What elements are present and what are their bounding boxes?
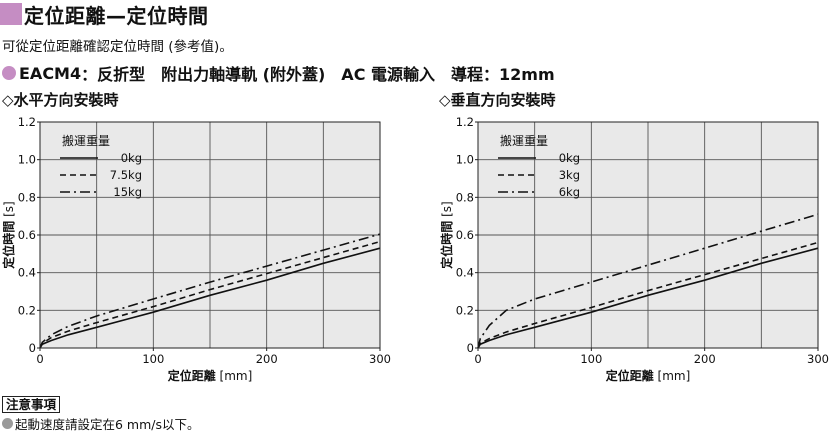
page-title-text: 定位距離—定位時間 xyxy=(24,3,209,28)
title-square-icon xyxy=(0,3,22,25)
plot-frame xyxy=(39,121,381,349)
x-tick-label: 200 xyxy=(694,352,716,366)
legend-title: 搬運重量 xyxy=(500,133,548,148)
y-tick-label: 0 xyxy=(467,341,474,355)
legend-title: 搬運重量 xyxy=(62,133,110,148)
series-line-7.5kg xyxy=(39,240,381,349)
y-tick-label: 1.0 xyxy=(18,153,36,167)
plot-frame xyxy=(477,121,819,349)
legend-label-3kg: 3kg xyxy=(559,168,580,182)
model-heading: EACM4 ：反折型 附出力軸導軌 (附外蓋) AC 電源輸入 導程：12mm xyxy=(2,61,555,85)
chart-heading-horizontal: ◇水平方向安裝時 xyxy=(2,91,119,109)
model-code: EACM4 xyxy=(19,63,82,83)
intro-text: 可從定位距離確認定位時間 (參考值)。 xyxy=(2,39,233,55)
y-tick-label: 0.4 xyxy=(456,266,474,280)
x-tick-label: 100 xyxy=(142,352,164,366)
legend-label-7.5kg: 7.5kg xyxy=(110,168,142,182)
bullet-circle-icon xyxy=(2,66,16,80)
series-line-3kg xyxy=(477,241,819,349)
series-line-0kg xyxy=(477,247,819,349)
model-description: ：反折型 附出力軸導軌 (附外蓋) AC 電源輸入 導程：12mm xyxy=(81,65,555,84)
series-line-0kg xyxy=(39,247,381,349)
chart-horizontal: 0 0.2 0.4 0.6 0.8 1.0 1.2 0 100 200 300 搬運重量 0kg 7.5k… xyxy=(0,112,420,384)
series-line-6kg xyxy=(477,213,819,349)
y-axis-label: 定位時間 [s] xyxy=(1,201,16,268)
legend-label-15kg: 15kg xyxy=(113,185,142,199)
x-tick-label: 0 xyxy=(36,352,43,366)
y-tick-label: 0.8 xyxy=(456,190,474,204)
y-tick-label: 0 xyxy=(29,341,36,355)
page-title: 定位距離—定位時間 xyxy=(0,0,209,28)
x-tick-label: 300 xyxy=(807,352,829,366)
chart-heading-vertical: ◇垂直方向安裝時 xyxy=(439,91,556,109)
notice-text: 起動速度請設定在6 mm/s以下。 xyxy=(15,417,200,432)
y-tick-label: 0.2 xyxy=(456,303,474,317)
y-tick-label: 1.0 xyxy=(456,153,474,167)
chart-horizontal-svg: 0 0.2 0.4 0.6 0.8 1.0 1.2 0 100 200 300 搬運重量 0kg 7.5k… xyxy=(1,115,391,383)
legend-label-0kg: 0kg xyxy=(559,151,580,165)
y-tick-label: 1.2 xyxy=(18,115,36,129)
chart-vertical: 0 0.2 0.4 0.6 0.8 1.0 1.2 0 100 200 300 搬運重量 0kg 3kg 6… xyxy=(438,112,830,384)
x-tick-label: 200 xyxy=(256,352,278,366)
bullet-circle-icon xyxy=(2,418,13,429)
x-axis-label: 定位距離 [mm] xyxy=(606,368,691,383)
legend-label-6kg: 6kg xyxy=(559,185,580,199)
x-tick-label: 100 xyxy=(580,352,602,366)
notice-item: 起動速度請設定在6 mm/s以下。 xyxy=(2,414,200,433)
y-tick-label: 0.6 xyxy=(18,228,36,242)
x-tick-label: 300 xyxy=(369,352,391,366)
notice-label: 注意事項 xyxy=(2,396,61,413)
y-tick-label: 0.2 xyxy=(18,303,36,317)
y-tick-label: 0.4 xyxy=(18,266,36,280)
x-axis-label: 定位距離 [mm] xyxy=(168,368,253,383)
y-tick-label: 1.2 xyxy=(456,115,474,129)
chart-vertical-svg: 0 0.2 0.4 0.6 0.8 1.0 1.2 0 100 200 300 搬運重量 0kg 3kg 6… xyxy=(439,115,829,383)
y-axis-label: 定位時間 [s] xyxy=(439,201,454,268)
y-tick-label: 0.6 xyxy=(456,228,474,242)
x-tick-label: 0 xyxy=(474,352,481,366)
y-tick-label: 0.8 xyxy=(18,190,36,204)
legend-label-0kg: 0kg xyxy=(121,151,142,165)
